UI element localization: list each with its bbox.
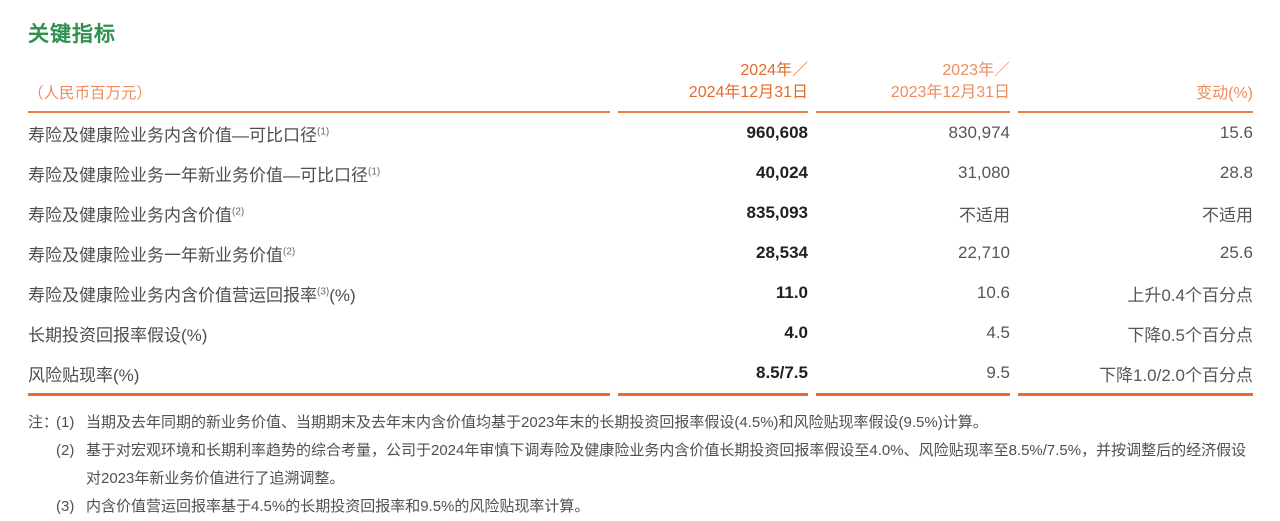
metric-label: 寿险及健康险业务内含价值(2) <box>28 205 245 225</box>
value-change: 28.8 <box>1219 163 1253 183</box>
page-title: 关键指标 <box>28 23 116 46</box>
table-row: 寿险及健康险业务一年新业务价值(2) 28,534 22,710 25.6 <box>28 233 1253 273</box>
footnote-text: 基于对宏观环境和长期利率趋势的综合考量，公司于2024年审慎下调寿险及健康险业务… <box>86 442 1247 488</box>
table-header: （人民币百万元） 2024年／ 2024年12月31日 2023年／ 2023年… <box>28 60 1253 114</box>
footnote-prefix: 注： <box>28 414 59 432</box>
value-change: 15.6 <box>1219 123 1253 143</box>
footnotes: 注： (1) 当期及去年同期的新业务价值、当期期末及去年末内含价值均基于2023… <box>28 409 1253 521</box>
metric-label: 长期投资回报率假设(%) <box>28 325 208 345</box>
value-2024: 4.0 <box>784 323 808 343</box>
table-row: 长期投资回报率假设(%) 4.0 4.5 下降0.5个百分点 <box>28 313 1253 353</box>
value-2024: 960,608 <box>746 123 808 143</box>
column-header-change: 变动(%) <box>1018 60 1253 114</box>
column-header-unit: （人民币百万元） <box>28 60 610 114</box>
footnote-marker: (1) <box>317 126 330 138</box>
value-2023: 4.5 <box>986 323 1010 343</box>
metric-label: 寿险及健康险业务一年新业务价值—可比口径(1) <box>28 165 381 185</box>
footnote-marker: (1) <box>368 166 381 178</box>
value-2023: 不适用 <box>959 205 1010 225</box>
footnote-marker: (3) <box>317 286 330 298</box>
footnote-number: (3) <box>56 498 75 516</box>
table-row: 风险贴现率(%) 8.5/7.5 9.5 下降1.0/2.0个百分点 <box>28 353 1253 397</box>
column-header-2023: 2023年／ 2023年12月31日 <box>816 60 1010 114</box>
value-change: 不适用 <box>1202 205 1253 225</box>
metric-label: 寿险及健康险业务内含价值—可比口径(1) <box>28 125 330 145</box>
footnote-number: (1) <box>56 414 75 432</box>
value-2024: 11.0 <box>775 283 808 303</box>
table-row: 寿险及健康险业务内含价值—可比口径(1) 960,608 830,974 15.… <box>28 113 1253 153</box>
value-2024: 40,024 <box>756 163 808 183</box>
footnote-text: 当期及去年同期的新业务价值、当期期末及去年末内含价值均基于2023年末的长期投资… <box>86 414 988 432</box>
value-2024: 8.5/7.5 <box>618 353 808 397</box>
metric-label: 寿险及健康险业务一年新业务价值(2) <box>28 245 296 265</box>
value-change: 下降0.5个百分点 <box>1127 325 1253 345</box>
value-change: 下降1.0/2.0个百分点 <box>1018 353 1253 397</box>
footnote-marker: (2) <box>232 206 245 218</box>
footnote-item: (3) 内含价值营运回报率基于4.5%的长期投资回报率和9.5%的风险贴现率计算… <box>28 493 1253 521</box>
value-change: 25.6 <box>1219 243 1253 263</box>
value-2024: 28,534 <box>756 243 808 263</box>
column-header-2024-line1: 2024年／ <box>740 62 808 79</box>
value-2023: 22,710 <box>958 243 1010 263</box>
column-header-2023-line1: 2023年／ <box>942 62 1010 79</box>
footnote-item: (2) 基于对宏观环境和长期利率趋势的综合考量，公司于2024年审慎下调寿险及健… <box>28 437 1253 493</box>
footnote-text: 内含价值营运回报率基于4.5%的长期投资回报率和9.5%的风险贴现率计算。 <box>86 498 590 516</box>
column-header-2024-line2: 2024年12月31日 <box>688 83 808 101</box>
table-row: 寿险及健康险业务内含价值(2) 835,093 不适用 不适用 <box>28 193 1253 233</box>
value-change: 上升0.4个百分点 <box>1127 285 1253 305</box>
value-2023: 10.6 <box>976 283 1010 303</box>
column-header-2024: 2024年／ 2024年12月31日 <box>618 60 808 114</box>
table-row: 寿险及健康险业务内含价值营运回报率(3)(%) 11.0 10.6 上升0.4个… <box>28 273 1253 313</box>
value-2023: 9.5 <box>816 353 1010 397</box>
footnote-number: (2) <box>56 442 75 460</box>
footnote-item: 注： (1) 当期及去年同期的新业务价值、当期期末及去年末内含价值均基于2023… <box>28 409 1253 437</box>
value-2024: 835,093 <box>746 203 808 223</box>
metric-label: 风险贴现率(%) <box>28 353 610 397</box>
footnote-marker: (2) <box>283 246 296 258</box>
metric-label: 寿险及健康险业务内含价值营运回报率(3)(%) <box>28 285 356 305</box>
key-metrics-table: （人民币百万元） 2024年／ 2024年12月31日 2023年／ 2023年… <box>20 60 1261 397</box>
value-2023: 830,974 <box>948 123 1010 143</box>
column-header-2023-line2: 2023年12月31日 <box>890 83 1010 101</box>
value-2023: 31,080 <box>958 163 1010 183</box>
table-row: 寿险及健康险业务一年新业务价值—可比口径(1) 40,024 31,080 28… <box>28 153 1253 193</box>
